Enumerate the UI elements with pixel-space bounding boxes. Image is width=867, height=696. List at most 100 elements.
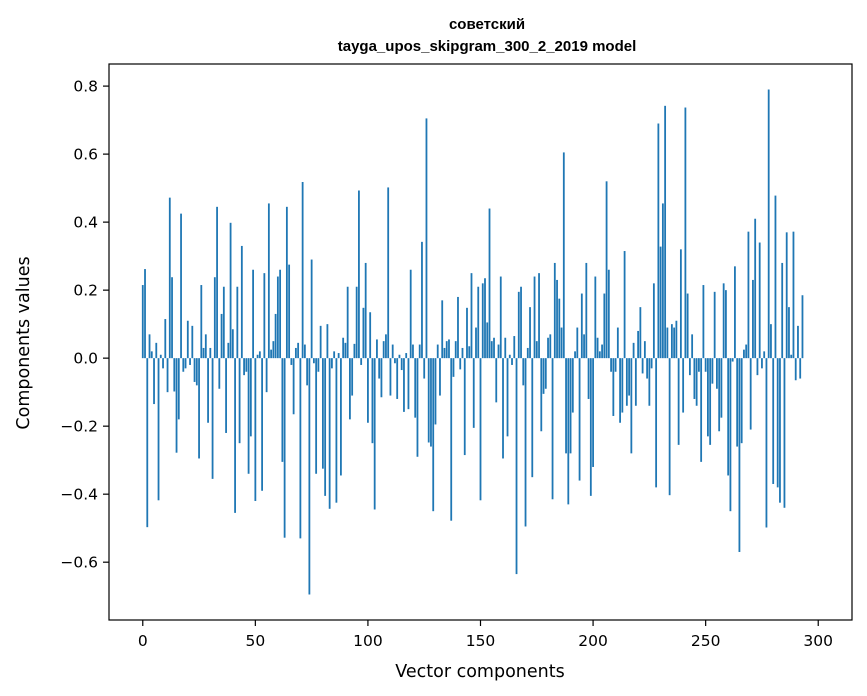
bar-215 [625, 358, 628, 406]
bar-48 [249, 358, 252, 437]
bar-180 [547, 337, 549, 359]
bar-116 [403, 358, 405, 412]
bar-196 [583, 334, 585, 359]
bar-147 [472, 358, 475, 428]
bar-208 [610, 358, 612, 372]
bar-46 [245, 358, 248, 372]
bar-41 [234, 358, 236, 513]
bar-0 [141, 285, 144, 359]
bar-206 [605, 181, 608, 359]
bar-89 [342, 337, 345, 359]
bar-290 [794, 358, 797, 381]
bar-20 [186, 320, 189, 359]
bar-137 [450, 358, 453, 521]
bar-250 [704, 358, 707, 372]
bar-11 [166, 358, 169, 393]
bar-229 [657, 123, 660, 359]
bar-194 [578, 358, 581, 481]
bar-13 [171, 277, 173, 359]
bar-286 [785, 232, 788, 359]
bar-69 [297, 342, 300, 359]
bar-264 [736, 358, 739, 447]
bar-249 [702, 285, 705, 359]
bar-38 [227, 342, 230, 359]
bar-130 [434, 358, 437, 425]
bar-40 [231, 329, 234, 359]
bar-228 [655, 358, 658, 488]
bar-216 [628, 358, 630, 396]
bar-275 [761, 358, 763, 369]
bar-174 [533, 276, 536, 359]
bar-60 [276, 276, 279, 359]
chart-title: советский [449, 16, 525, 33]
bar-56 [267, 203, 270, 359]
bar-271 [752, 279, 754, 359]
bar-26 [200, 285, 203, 359]
bar-102 [371, 358, 374, 444]
bar-242 [686, 293, 689, 359]
y-tick-label: 0.6 [73, 146, 98, 164]
bar-132 [439, 358, 441, 396]
bar-83 [328, 358, 331, 509]
bar-125 [423, 358, 426, 379]
bar-87 [337, 353, 340, 359]
bar-140 [457, 296, 459, 359]
bar-32 [213, 277, 216, 359]
bar-193 [576, 327, 579, 359]
bar-82 [326, 324, 329, 359]
bar-94 [353, 343, 356, 359]
bar-212 [619, 358, 621, 423]
bar-148 [475, 327, 477, 359]
bar-217 [630, 358, 633, 454]
bar-78 [317, 358, 320, 372]
bar-279 [770, 324, 772, 359]
bar-139 [454, 341, 457, 359]
bar-165 [513, 336, 516, 359]
x-tick-label: 100 [353, 632, 383, 650]
bar-225 [648, 358, 651, 406]
bar-43 [238, 358, 241, 444]
y-tick-label: 0.4 [73, 214, 98, 232]
bar-149 [477, 286, 480, 359]
x-axis-label: Vector components [395, 662, 564, 682]
bar-175 [535, 341, 538, 359]
bar-182 [551, 358, 554, 500]
bar-150 [479, 358, 482, 501]
bar-59 [274, 313, 277, 359]
bar-292 [799, 358, 802, 379]
bar-253 [711, 358, 714, 384]
bar-281 [774, 195, 777, 359]
bar-81 [324, 358, 327, 496]
bar-104 [376, 339, 378, 359]
x-tick-label: 300 [803, 632, 833, 650]
y-tick-label: −0.4 [60, 486, 98, 504]
y-tick-label: 0.2 [73, 282, 98, 300]
bar-44 [240, 245, 243, 359]
bar-85 [333, 351, 336, 359]
bar-63 [283, 358, 286, 538]
bar-73 [306, 358, 309, 386]
bar-10 [164, 319, 167, 359]
bar-173 [531, 358, 534, 478]
bar-135 [445, 341, 448, 359]
bar-138 [452, 358, 455, 377]
bar-7 [157, 358, 160, 501]
bars-group [141, 89, 804, 595]
bar-98 [362, 307, 365, 359]
bar-133 [441, 300, 444, 359]
bar-12 [168, 197, 171, 359]
bar-191 [571, 358, 574, 413]
bar-2 [146, 358, 149, 528]
bar-268 [745, 344, 748, 359]
bar-223 [643, 341, 646, 359]
x-tick-label: 0 [138, 632, 148, 650]
bar-170 [524, 358, 527, 527]
bar-80 [321, 358, 324, 469]
y-axis-label: Components values [14, 256, 34, 429]
bar-1 [144, 269, 146, 359]
bar-72 [303, 344, 306, 359]
bar-291 [797, 325, 799, 359]
bar-204 [601, 344, 603, 359]
bar-220 [637, 330, 640, 359]
bar-61 [279, 269, 282, 359]
